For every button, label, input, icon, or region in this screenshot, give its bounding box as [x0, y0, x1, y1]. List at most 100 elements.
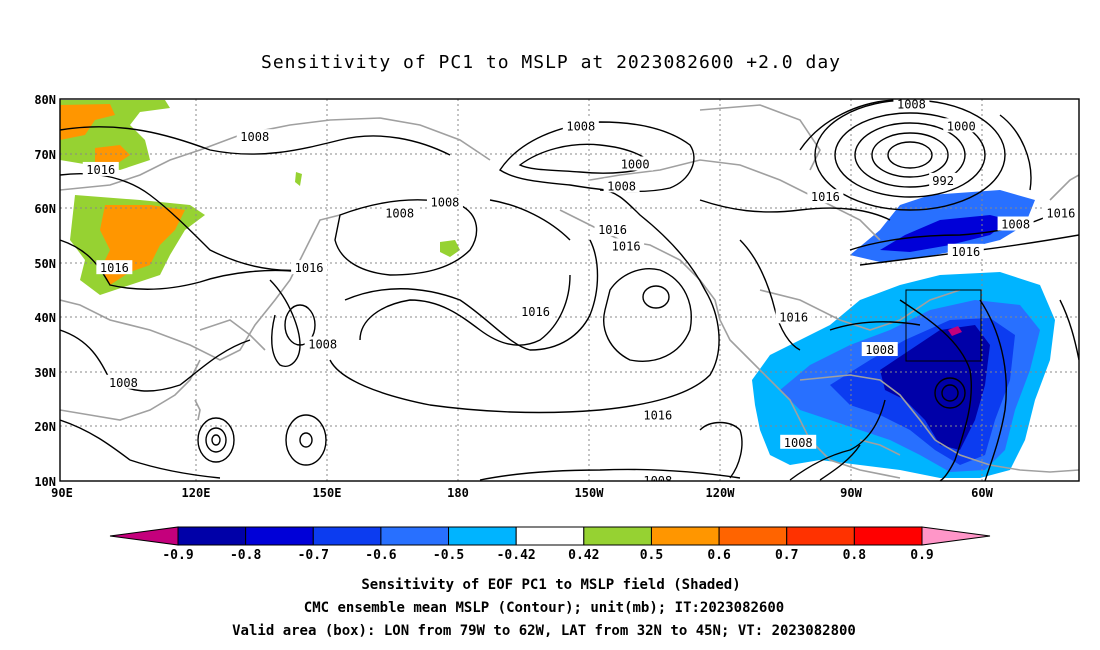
colorbar-tick-label: -0.7: [298, 548, 329, 563]
contour-label-background: [608, 238, 645, 253]
footer-line-2: CMC ensemble mean MSLP (Contour); unit(m…: [304, 600, 784, 616]
contour-label-background: [517, 303, 554, 318]
contour-label: 1016: [811, 190, 840, 204]
contour-label-background: [381, 205, 418, 220]
lon-tick-label: 60W: [971, 486, 993, 500]
positive-sensitivity-spot-pacific: [440, 240, 460, 257]
contour-label: 1016: [100, 261, 129, 275]
sensitivity-shading: [60, 100, 1055, 478]
contour-label-background: [562, 118, 599, 133]
contour-label-background: [304, 336, 341, 351]
lon-tick-label: 120E: [182, 486, 211, 500]
footer-line-1: Sensitivity of EOF PC1 to MSLP field (Sh…: [361, 577, 740, 593]
latitude-axis: 80N 70N 60N 50N 40N 30N 20N 10N: [34, 93, 56, 489]
colorbar-max-triangle: [921, 526, 991, 546]
contour-label-background: [997, 216, 1034, 231]
colorbar-swatch: [583, 526, 652, 546]
colorbar: -0.9 -0.8 -0.7 -0.6 -0.5 -0.42 0.42 0.5 0.6 0.7 0.…: [109, 526, 991, 563]
lat-tick-label: 20N: [34, 420, 56, 434]
contour-label: 1016: [295, 261, 324, 275]
lat-tick-label: 10N: [34, 475, 56, 489]
negative-sensitivity-core-labrador: [880, 215, 1010, 252]
contour-label-background: [861, 342, 898, 357]
colorbar-tick-label: 0.8: [843, 548, 867, 563]
contour-label: 1016: [612, 239, 641, 253]
contour-label: 1016: [1046, 207, 1075, 221]
contour-label: 1008: [431, 196, 460, 210]
colorbar-tick-label: 0.5: [640, 548, 663, 563]
colorbar-swatch: [853, 526, 923, 546]
negative-sensitivity-extreme-spot: [948, 326, 962, 336]
lon-tick-label: 90W: [840, 486, 862, 500]
lon-tick-label: 150W: [575, 486, 605, 500]
contour-label-background: [617, 156, 654, 171]
colorbar-swatch: [515, 526, 585, 546]
map-gridlines: [60, 99, 1079, 481]
contour-label-background: [594, 221, 631, 236]
colorbar-tick-label: -0.42: [497, 548, 536, 563]
contour-label: 1008: [784, 436, 813, 450]
mslp-contours: [60, 99, 1079, 481]
contour-label-background: [603, 178, 640, 193]
lat-tick-label: 70N: [34, 148, 56, 162]
lat-tick-label: 80N: [34, 93, 56, 107]
contour-label: 1008: [240, 130, 269, 144]
longitude-axis: 90E 120E 150E 180 150W 120W 90W 60W: [51, 486, 993, 500]
colorbar-tick-label: -0.5: [433, 548, 464, 563]
colorbar-swatch: [448, 526, 517, 546]
chart-title: Sensitivity of PC1 to MSLP at 2023082600…: [261, 52, 841, 73]
contour-label-background: [775, 309, 812, 324]
contour-label: 1008: [643, 474, 672, 488]
contour-label: 1016: [779, 310, 808, 324]
contour-label-background: [1042, 205, 1079, 220]
contour-label: 1008: [385, 207, 414, 221]
contour-label-background: [236, 129, 273, 144]
contour-label: 1008: [1001, 218, 1030, 232]
map-frame: [59, 98, 1080, 482]
contour-label: 1008: [566, 119, 595, 133]
contour-label: 1008: [897, 97, 926, 111]
lon-tick-label: 120W: [706, 486, 736, 500]
colorbar-tick-label: -0.8: [230, 548, 261, 563]
contour-label-background: [893, 99, 930, 111]
lat-tick-label: 60N: [34, 202, 56, 216]
contour-label: 1016: [86, 163, 115, 177]
contour-label-background: [426, 194, 463, 209]
colorbar-tick-label: -0.9: [162, 548, 193, 563]
positive-sensitivity-spot-siberia: [295, 172, 302, 186]
contour-label-background: [929, 172, 958, 187]
contour-label: 1000: [621, 157, 650, 171]
colorbar-tick-label: 0.42: [568, 548, 599, 563]
lat-tick-label: 30N: [34, 366, 56, 380]
contour-label-background: [947, 243, 984, 258]
lat-tick-label: 50N: [34, 257, 56, 271]
negative-sensitivity-core-atlantic: [880, 325, 990, 450]
contour-label-background: [780, 434, 817, 449]
colorbar-tick-label: -0.6: [365, 548, 396, 563]
contour-label: 1000: [947, 119, 976, 133]
colorbar-swatch: [380, 526, 450, 546]
contour-label-background: [639, 407, 676, 422]
contour-label-background: [96, 260, 133, 275]
lon-tick-label: 180: [447, 486, 469, 500]
valid-area-box: [905, 289, 982, 362]
contour-label: 1008: [109, 376, 138, 390]
colorbar-swatch: [650, 526, 720, 546]
colorbar-min-triangle: [109, 526, 179, 546]
colorbar-swatch: [245, 526, 314, 546]
colorbar-swatch: [177, 526, 247, 546]
colorbar-tick-label: 0.6: [707, 548, 731, 563]
contour-label: 1016: [951, 245, 980, 259]
contour-label: 1008: [308, 338, 337, 352]
positive-sensitivity-core-asia-north: [60, 104, 115, 140]
positive-sensitivity-core-asia-north-2: [95, 145, 130, 165]
contour-label-background: [291, 260, 328, 275]
map-panel: 1008 1016 1016 1008 1008 1016 1008 1008 1016 1008…: [34, 93, 1080, 500]
contour-label: 1016: [521, 305, 550, 319]
footer-line-3: Valid area (box): LON from 79W to 62W, L…: [232, 623, 856, 639]
contour-labels: 1008 1016 1016 1008 1008 1016 1008 1008 1016 1008…: [82, 97, 1079, 488]
contour-label: 1016: [598, 223, 627, 237]
contour-label-background: [639, 473, 676, 481]
contour-label-background: [82, 161, 119, 176]
